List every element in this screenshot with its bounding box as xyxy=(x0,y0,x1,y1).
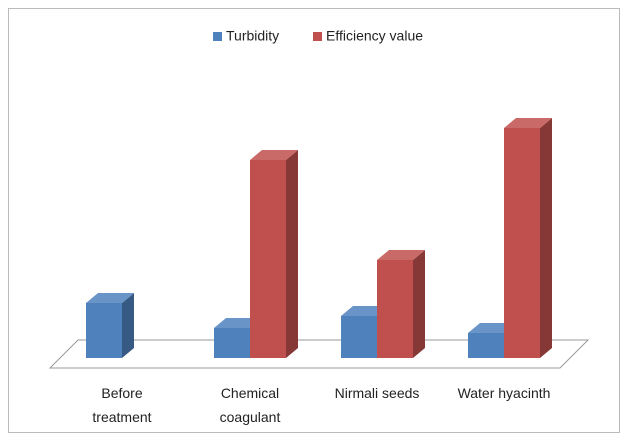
bar-front xyxy=(341,316,377,358)
floor xyxy=(48,339,590,369)
bar xyxy=(504,118,552,358)
bar-side xyxy=(413,250,425,358)
bar-top xyxy=(86,293,134,303)
bar-front xyxy=(377,260,413,358)
x-tick-label: Chemical coagulant xyxy=(219,385,281,425)
bar-top xyxy=(250,150,298,160)
x-tick-label: Before treatment xyxy=(92,385,152,425)
bar-front xyxy=(250,160,286,358)
bar-side xyxy=(286,150,298,358)
legend-label: Efficiency value xyxy=(326,28,423,44)
bar-side xyxy=(540,118,552,358)
bar xyxy=(86,293,134,358)
bar-front xyxy=(468,333,504,358)
legend-swatch xyxy=(313,32,322,41)
bar xyxy=(377,250,425,358)
x-tick-label: Nirmali seeds xyxy=(334,385,420,401)
bar-front xyxy=(504,128,540,358)
bar-top xyxy=(377,250,425,260)
bar xyxy=(250,150,298,358)
legend-label: Turbidity xyxy=(226,28,279,44)
bar-side xyxy=(122,293,134,358)
bar-front xyxy=(214,328,250,358)
x-tick-label: Water hyacinth xyxy=(457,385,551,401)
legend-swatch xyxy=(213,32,222,41)
bar-front xyxy=(86,303,122,358)
bar-top xyxy=(504,118,552,128)
